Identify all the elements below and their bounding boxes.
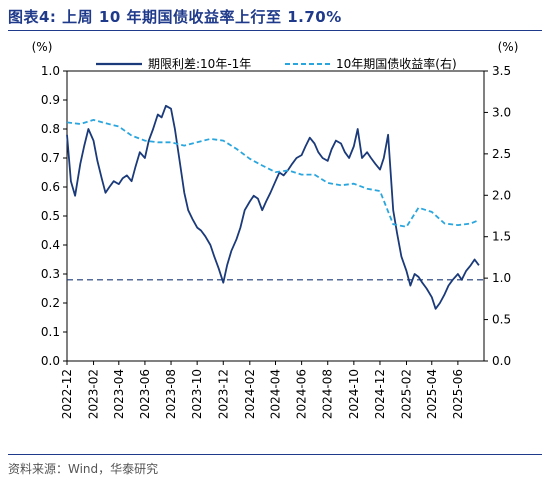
plot-frame — [66, 70, 485, 362]
right-tick-label: 3.0 — [492, 105, 511, 119]
x-tick-label: 2024-06 — [295, 369, 309, 419]
title-divider — [8, 30, 542, 31]
right-axis-unit: (%) — [498, 40, 519, 54]
source-note: 资料来源：Wind，华泰研究 — [8, 462, 159, 476]
x-tick-label: 2024-04 — [269, 369, 283, 419]
left-tick-label: 0.0 — [41, 354, 60, 368]
right-tick-label: 0.0 — [492, 354, 511, 368]
left-tick-label: 0.1 — [41, 325, 60, 339]
left-axis: 0.0 0.1 0.2 0.3 0.4 0.5 0.6 0.7 0.8 0.9 1.0 (%) — [32, 40, 67, 368]
x-tick-label: 2024-02 — [243, 369, 257, 419]
right-tick-label: 3.5 — [492, 64, 511, 78]
left-axis-unit: (%) — [32, 40, 53, 54]
x-tick-label: 2025-02 — [400, 369, 414, 419]
left-tick-label: 0.3 — [41, 267, 60, 281]
left-tick-label: 0.7 — [41, 151, 60, 165]
x-tick-label: 2024-08 — [321, 369, 335, 419]
x-tick-label: 2024-10 — [347, 369, 361, 419]
spread-series-line — [66, 104, 480, 310]
x-tick-label: 2023-06 — [138, 369, 152, 419]
x-tick-label: 2023-02 — [87, 369, 101, 419]
x-tick-label: 2024-12 — [373, 369, 387, 419]
legend-label-spread: 期限利差:10年-1年 — [148, 57, 251, 71]
x-tick-label: 2023-12 — [216, 369, 230, 419]
left-tick-label: 0.5 — [41, 209, 60, 223]
left-tick-label: 0.2 — [41, 296, 60, 310]
plot-area — [66, 104, 484, 310]
left-tick-label: 1.0 — [41, 64, 60, 78]
yield-series-line — [66, 119, 480, 228]
right-tick-label: 1.5 — [492, 230, 511, 244]
right-axis: 0.0 0.5 1.0 1.5 2.0 2.5 3.0 3.5 (%) — [484, 40, 518, 368]
legend-label-yield: 10年期国债收益率(右) — [336, 56, 457, 71]
x-tick-label: 2022-12 — [60, 369, 74, 419]
right-tick-label: 2.5 — [492, 147, 511, 161]
x-axis: 2022-12 2023-02 2023-04 2023-06 2023-08 2023-… — [60, 361, 465, 419]
x-tick-label: 2025-06 — [451, 369, 465, 419]
left-tick-label: 0.8 — [41, 122, 60, 136]
left-tick-label: 0.4 — [41, 238, 60, 252]
right-tick-label: 1.0 — [492, 271, 511, 285]
footer-divider — [8, 454, 542, 455]
left-tick-label: 0.9 — [41, 93, 60, 107]
x-tick-label: 2025-04 — [425, 369, 439, 419]
x-tick-label: 2023-08 — [164, 369, 178, 419]
left-tick-label: 0.6 — [41, 180, 60, 194]
right-tick-label: 0.5 — [492, 313, 511, 327]
x-tick-label: 2023-10 — [190, 369, 204, 419]
page-title: 图表4: 上周 10 年期国债收益率上行至 1.70% — [8, 8, 342, 26]
x-tick-label: 2023-04 — [112, 369, 126, 419]
axes-frame — [66, 70, 485, 362]
legend: 期限利差:10年-1年 10年期国债收益率(右) — [96, 56, 457, 71]
right-tick-label: 2.0 — [492, 188, 511, 202]
